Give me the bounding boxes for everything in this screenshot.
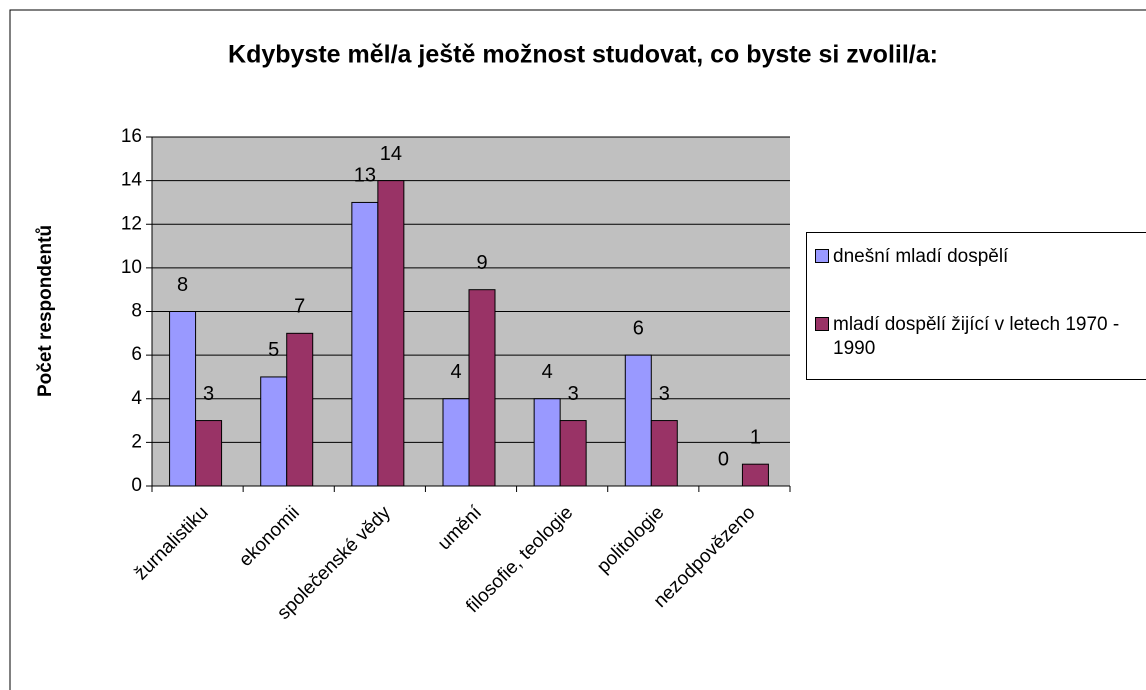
bar xyxy=(260,376,288,487)
data-label: 5 xyxy=(268,339,279,361)
chart-border xyxy=(9,9,1146,690)
bar xyxy=(195,420,223,487)
bar xyxy=(624,354,652,487)
data-label: 3 xyxy=(659,383,670,405)
y-tick-label: 0 xyxy=(131,475,142,496)
y-tick-label: 8 xyxy=(131,301,142,322)
bar xyxy=(559,420,587,487)
data-label: 13 xyxy=(354,165,376,187)
legend-swatch xyxy=(815,317,829,331)
y-tick-label: 16 xyxy=(121,126,142,147)
y-tick-label: 2 xyxy=(131,431,142,452)
legend-swatch xyxy=(815,249,829,263)
data-label: 8 xyxy=(177,274,188,296)
y-tick-label: 12 xyxy=(121,213,142,234)
legend-label: dnešní mladí dospělí xyxy=(833,246,1009,267)
data-label: 4 xyxy=(542,361,553,383)
data-label: 3 xyxy=(568,383,579,405)
bar xyxy=(169,311,197,487)
y-tick-label: 14 xyxy=(121,170,143,191)
legend: dnešní mladí dospělí mladí dospělí žijící… xyxy=(806,232,1146,380)
bar xyxy=(533,398,561,487)
x-tick-label: politologie xyxy=(593,502,668,577)
data-label: 9 xyxy=(476,252,487,274)
data-label: 1 xyxy=(750,426,761,448)
data-label: 14 xyxy=(380,143,402,165)
bar xyxy=(286,332,314,487)
y-tick-label: 10 xyxy=(121,257,142,278)
bar xyxy=(650,420,678,487)
bar xyxy=(442,398,470,487)
y-tick-label: 4 xyxy=(131,388,142,409)
legend-item: dnešní mladí dospělí xyxy=(815,245,1146,269)
x-tick-label: umění xyxy=(434,502,487,555)
x-tick-label: ekonomii xyxy=(235,502,304,571)
bar xyxy=(468,289,496,487)
data-label: 4 xyxy=(450,361,461,383)
y-tick-label: 6 xyxy=(131,344,142,365)
x-tick-label: žurnalistiku xyxy=(131,502,213,584)
y-axis-label: Počet respondentů xyxy=(35,225,56,397)
legend-label: mladí dospělí žijící v letech 1970 - 199… xyxy=(833,314,1120,359)
data-label: 7 xyxy=(294,296,305,318)
bar xyxy=(377,180,405,487)
data-label: 6 xyxy=(633,317,644,339)
bar xyxy=(351,201,379,487)
chart-title: Kdybyste měl/a ještě možnost studovat, c… xyxy=(228,41,938,69)
data-label: 3 xyxy=(203,383,214,405)
bar xyxy=(741,463,769,487)
data-label: 0 xyxy=(718,448,729,470)
legend-item: mladí dospělí žijící v letech 1970 - 199… xyxy=(815,313,1146,361)
